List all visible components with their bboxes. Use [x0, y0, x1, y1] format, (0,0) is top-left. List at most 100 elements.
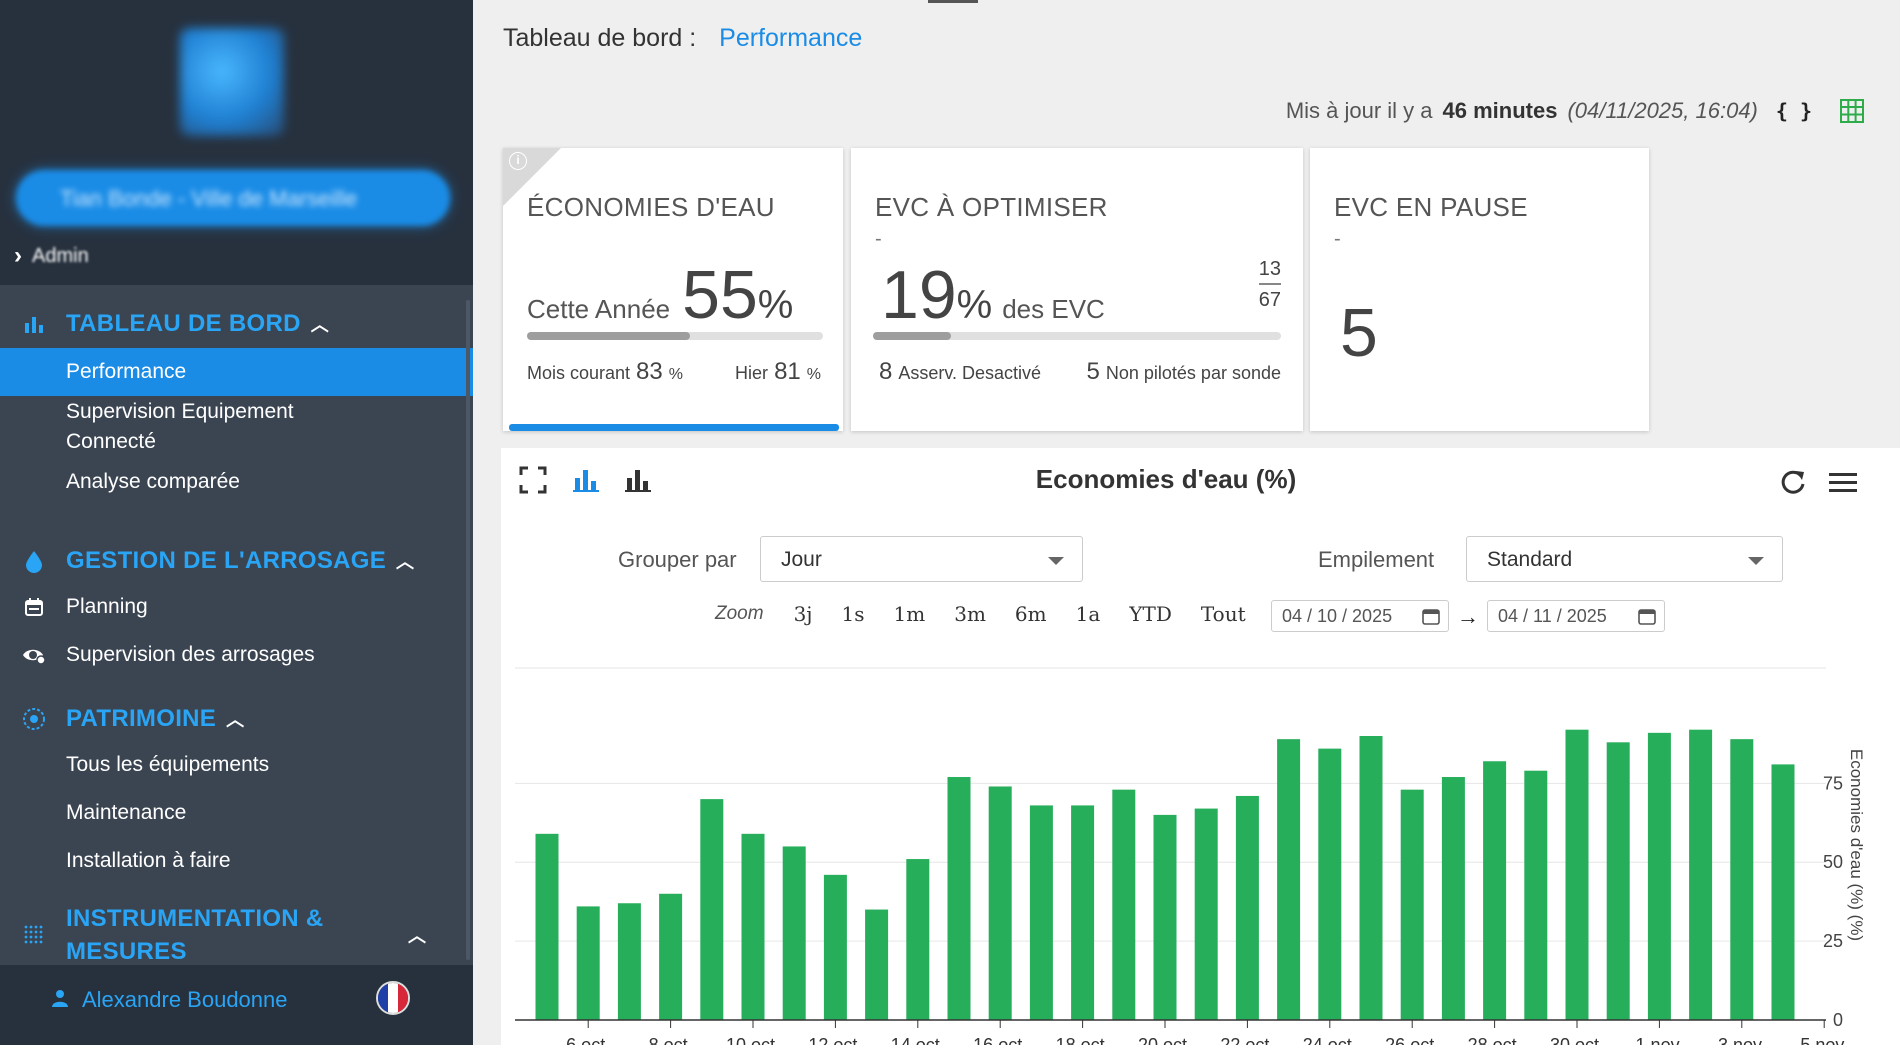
admin-link[interactable]: › Admin — [14, 242, 89, 270]
nav-item-supervision-equipement[interactable]: Supervision Equipement Connecté — [0, 396, 380, 458]
zoom-6m-button[interactable]: 6m — [1014, 602, 1047, 626]
date-to-input[interactable]: 04 / 11 / 2025 — [1487, 600, 1665, 632]
site-selector-button[interactable]: Tian Bonde - Ville de Marseille — [16, 170, 450, 226]
bar-chart-icon[interactable] — [573, 468, 599, 497]
section-head-arrosage[interactable]: GESTION DE L'ARROSAGE ︿ — [0, 539, 473, 583]
nav-item-supervision-arrosages[interactable]: Supervision des arrosages — [0, 631, 473, 679]
zoom-1m-button[interactable]: 1m — [893, 602, 926, 626]
caret-down-icon — [1048, 557, 1064, 565]
card-title: EVC À OPTIMISER — [875, 192, 1108, 222]
stacking-select[interactable]: Standard — [1466, 536, 1783, 582]
section-label-instrumentation: INSTRUMENTATION & MESURES — [66, 905, 324, 965]
group-by-select[interactable]: Jour — [760, 536, 1083, 582]
refresh-icon[interactable] — [1779, 468, 1807, 501]
card-fraction: 13 67 — [1258, 258, 1281, 312]
card-foot-left: Mois courant 83 % — [527, 358, 683, 386]
group-by-value: Jour — [781, 548, 822, 571]
foot-unit: % — [806, 366, 821, 383]
card-foot-right: Hier 81 % — [735, 358, 821, 386]
nav-item-planning[interactable]: Planning — [0, 583, 473, 631]
bar — [1441, 777, 1465, 1020]
zoom-all-button[interactable]: Tout — [1200, 602, 1246, 626]
user-name: Alexandre Boudonne — [82, 987, 288, 1012]
progress-bar — [873, 332, 1281, 340]
foot-value: 5 — [1086, 358, 1100, 385]
hamburger-menu-icon[interactable] — [1829, 470, 1857, 499]
card-foot-left: 8 Asserv. Desactivé — [879, 358, 1041, 386]
progress-fill — [527, 332, 690, 340]
x-tick-label: 24 oct. — [1303, 1035, 1357, 1045]
info-icon[interactable]: i — [509, 152, 527, 170]
nav-item-installation[interactable]: Installation à faire — [0, 837, 473, 885]
chevron-up-icon: ︿ — [396, 552, 415, 572]
nav-item-label: Supervision Equipement Connecté — [66, 400, 294, 453]
x-tick-label: 5 nov. — [1800, 1035, 1848, 1045]
update-prefix: Mis à jour il y a — [1285, 98, 1433, 123]
table-grid-icon[interactable] — [1840, 99, 1864, 123]
calendar-icon[interactable] — [1638, 607, 1656, 625]
bar — [576, 906, 600, 1020]
zoom-3j-button[interactable]: 3j — [793, 602, 813, 626]
breadcrumb-current: Performance — [719, 24, 863, 52]
update-status: Mis à jour il y a 46 minutes (04/11/2025… — [1286, 98, 1864, 124]
site-selector-label: Tian Bonde - Ville de Marseille — [60, 186, 358, 211]
code-braces-icon[interactable]: { } — [1775, 99, 1812, 123]
section-head-dashboard[interactable]: TABLEAU DE BORD ︿ — [0, 302, 473, 346]
stacked-bar-icon[interactable] — [625, 468, 651, 497]
card-value: 55 — [682, 257, 758, 333]
nav-item-analyse-comparee[interactable]: Analyse comparée — [0, 458, 473, 506]
nav-item-tous-equipements[interactable]: Tous les équipements — [0, 741, 473, 789]
card-value: 19 — [881, 257, 957, 333]
nav-item-maintenance[interactable]: Maintenance — [0, 789, 473, 837]
nav-item-performance[interactable]: Performance — [0, 348, 473, 396]
bar — [1359, 735, 1383, 1020]
user-profile-link[interactable]: Alexandre Boudonne — [52, 987, 288, 1013]
fullscreen-icon[interactable] — [519, 466, 547, 499]
nav-item-label: Installation à faire — [66, 849, 231, 872]
y-tick-label: 0 — [1833, 1010, 1843, 1030]
section-head-instrumentation[interactable]: INSTRUMENTATION & MESURES ︿ — [0, 900, 473, 970]
zoom-3m-button[interactable]: 3m — [954, 602, 986, 626]
progress-fill — [873, 332, 951, 340]
bar — [535, 833, 559, 1020]
chart-title: Economies d'eau (%) — [1035, 464, 1297, 494]
zoom-1s-button[interactable]: 1s — [841, 602, 865, 626]
bar — [1606, 742, 1630, 1020]
card-period: Cette Année — [527, 294, 671, 324]
section-label-arrosage: GESTION DE L'ARROSAGE — [66, 547, 387, 574]
section-label-patrimoine: PATRIMOINE — [66, 705, 217, 732]
card-evc-pause[interactable]: EVC EN PAUSE - 5 — [1310, 148, 1649, 431]
foot-label: Mois courant — [527, 363, 631, 383]
nav-item-label: Performance — [66, 360, 187, 383]
sidebar-scrollbar[interactable] — [466, 300, 470, 960]
bar-chart-icon — [22, 312, 46, 336]
stacking-label: Empilement — [1318, 547, 1435, 572]
breadcrumb-root[interactable]: Tableau de bord : — [503, 24, 697, 52]
card-economies-eau[interactable]: i ÉCONOMIES D'EAU Cette Année 55 % Mois … — [503, 148, 843, 431]
y-tick-label: 25 — [1823, 931, 1843, 951]
card-title: EVC EN PAUSE — [1334, 192, 1528, 222]
target-icon — [22, 707, 46, 731]
foot-value: 81 — [774, 358, 801, 385]
nav-item-label: Tous les équipements — [66, 753, 270, 776]
chevron-up-icon: ︿ — [310, 315, 330, 335]
calendar-icon[interactable] — [1422, 607, 1440, 625]
bar — [1730, 739, 1754, 1020]
card-evc-optimiser[interactable]: EVC À OPTIMISER - 19 % des EVC 13 67 8 A… — [851, 148, 1303, 431]
nav-section-arrosage: GESTION DE L'ARROSAGE ︿ Planning Supervi… — [0, 539, 473, 679]
x-tick-label: 6 oct. — [566, 1035, 610, 1045]
zoom-ytd-button[interactable]: YTD — [1129, 602, 1172, 626]
bar — [1524, 770, 1548, 1020]
french-flag-icon[interactable] — [376, 981, 410, 1015]
caret-down-icon — [1748, 557, 1764, 565]
bar — [1483, 761, 1507, 1020]
sidebar-header: Tian Bonde - Ville de Marseille › Admin — [0, 0, 473, 285]
x-tick-label: 18 oct. — [1056, 1035, 1110, 1045]
company-logo[interactable] — [180, 28, 284, 136]
card-unit: % — [956, 283, 993, 327]
zoom-1a-button[interactable]: 1a — [1075, 602, 1101, 626]
admin-label: Admin — [32, 244, 89, 267]
date-from-input[interactable]: 04 / 10 / 2025 — [1271, 600, 1449, 632]
section-head-patrimoine[interactable]: PATRIMOINE ︿ — [0, 697, 473, 741]
card-value: 5 — [1340, 295, 1378, 371]
